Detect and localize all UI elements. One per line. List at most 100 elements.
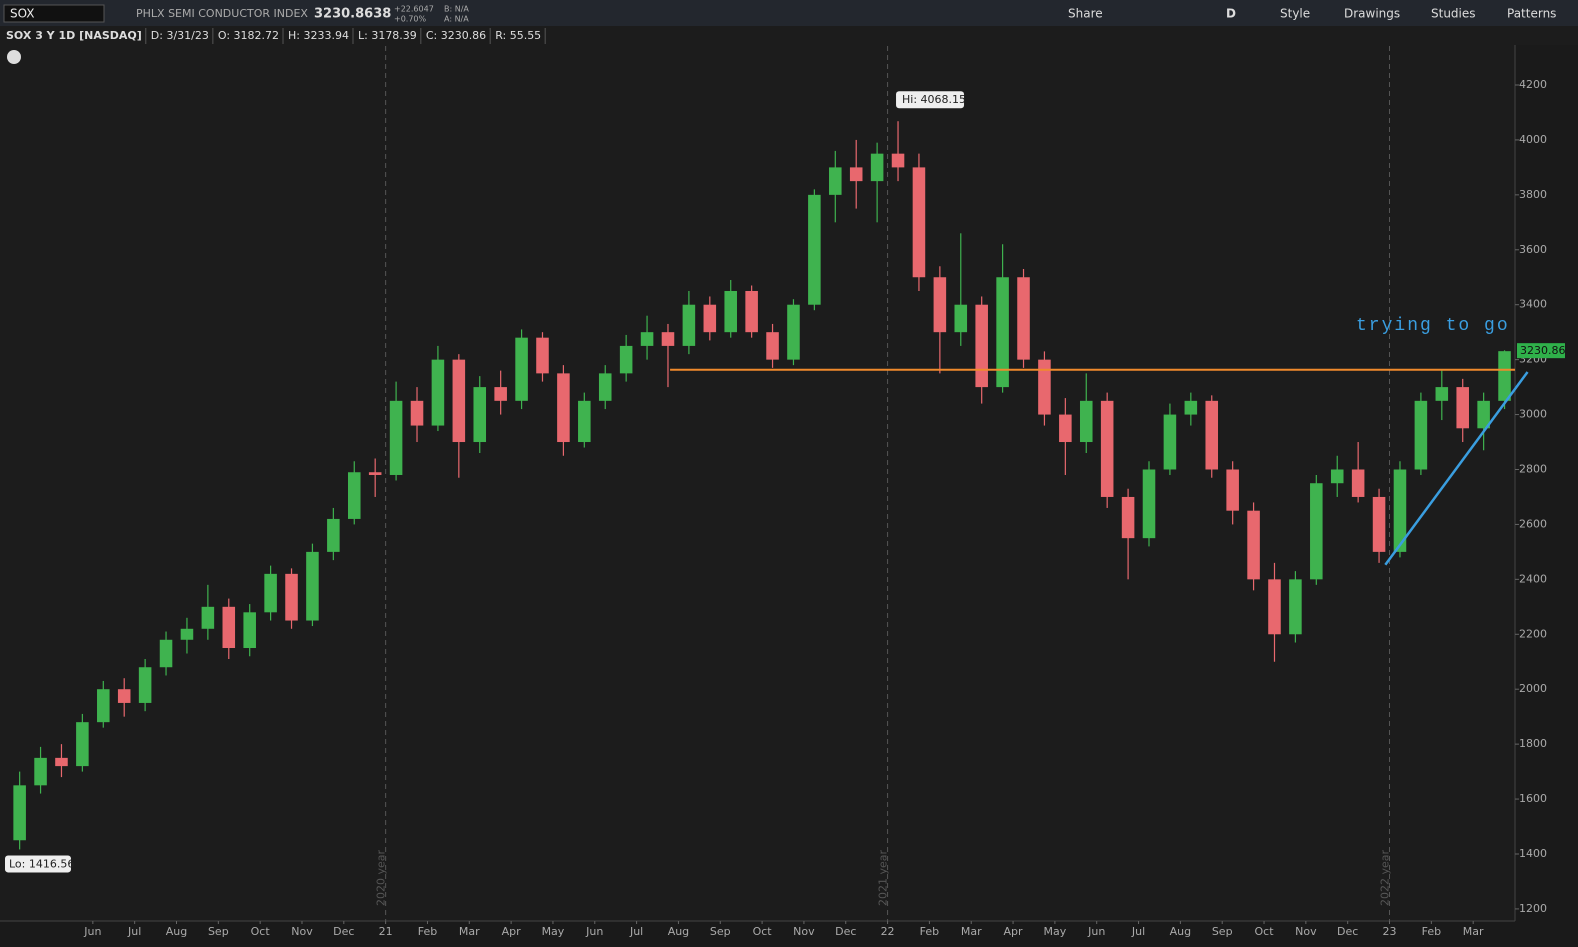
candle-body [745, 290, 758, 333]
candle-body [1330, 469, 1344, 484]
candle-body [452, 359, 466, 443]
change-pct: +0.70% [394, 15, 427, 24]
x-tick-label: Jul [629, 925, 643, 938]
candle-body [1121, 496, 1135, 539]
candle-body [536, 337, 549, 374]
candle-body [13, 785, 26, 841]
candle-body [1100, 400, 1114, 497]
button[interactable]: Drawings [1344, 7, 1400, 21]
candle-body [640, 332, 654, 346]
candle-body [473, 387, 487, 443]
candle-body [1059, 414, 1072, 443]
y-tick-label: 2800 [1519, 462, 1547, 475]
candle-body [243, 612, 256, 649]
x-tick-label: Dec [333, 925, 354, 938]
candle-body [494, 387, 507, 401]
candle-body [891, 153, 905, 168]
candle-body [954, 304, 968, 333]
button[interactable]: Studies [1431, 7, 1476, 21]
y-tick-label: 3000 [1519, 408, 1547, 421]
y-tick-label: 4000 [1519, 133, 1547, 146]
candle-body [1226, 469, 1239, 511]
x-tick-label: Nov [291, 925, 313, 938]
legend-item: R: 55.55 [495, 29, 541, 42]
candle-body [829, 167, 842, 195]
candle-body [515, 337, 528, 401]
candle-body [933, 277, 947, 333]
candle-body [1289, 579, 1302, 635]
x-tick-label: Dec [835, 925, 856, 938]
x-tick-label: Feb [920, 925, 939, 938]
hi-label: Hi: 4068.15 [902, 93, 966, 106]
candle-body [1477, 400, 1490, 429]
trendline [1384, 371, 1529, 566]
symbol-box[interactable] [3, 4, 105, 23]
y-tick-label: 4200 [1519, 78, 1547, 91]
legend-item: D: 3/31/23 [151, 29, 209, 42]
button[interactable]: Patterns [1507, 7, 1556, 21]
price-tag [1517, 343, 1565, 359]
candle-body [285, 573, 298, 621]
x-tick-label: Aug [166, 925, 187, 938]
x-tick-label: Sep [710, 925, 731, 938]
candle-body [619, 345, 633, 374]
candle-body [180, 628, 194, 640]
x-tick-label: Aug [668, 925, 689, 938]
y-tick-label: 2600 [1519, 517, 1547, 530]
candle-body [55, 757, 68, 767]
x-tick-label: Jun [585, 925, 603, 938]
candle-body [724, 290, 737, 333]
candle-body [1079, 400, 1093, 443]
candle-body [557, 373, 570, 443]
x-tick-label: Sep [208, 925, 229, 938]
x-tick-label: Nov [793, 925, 815, 938]
x-tick-label: Dec [1337, 925, 1358, 938]
button[interactable]: D [1226, 7, 1236, 21]
year-label: 2020 year [375, 850, 388, 907]
legend-item: SOX 3 Y 1D [NASDAQ] [6, 29, 142, 42]
candle-body [996, 277, 1009, 388]
x-tick-label: Mar [961, 925, 982, 938]
candle-body [849, 167, 863, 182]
button[interactable]: Share [1068, 7, 1103, 21]
candle-body [808, 194, 821, 305]
x-tick-label: Oct [251, 925, 271, 938]
y-tick-label: 2200 [1519, 627, 1547, 640]
x-tick-label: May [1044, 925, 1067, 938]
candle-body [1268, 579, 1281, 635]
note: trying to go [1356, 316, 1510, 336]
candle-body [1142, 469, 1156, 539]
candle-body [661, 332, 675, 346]
candle-body [1205, 400, 1219, 470]
x-tick-label: Apr [502, 925, 522, 938]
lo-label-box [5, 855, 71, 873]
candle-body [389, 400, 403, 475]
candle-body [1163, 414, 1177, 470]
lo-label: Lo: 1416.56 [9, 857, 74, 870]
button[interactable]: Style [1280, 7, 1310, 21]
x-tick-label: Mar [459, 925, 480, 938]
candle-body [368, 472, 382, 475]
candle-body [347, 472, 361, 519]
candle-body [327, 518, 340, 552]
candle-body [306, 551, 319, 621]
info-icon[interactable] [7, 50, 21, 64]
candle-body [682, 304, 696, 346]
legend-item: H: 3233.94 [288, 29, 349, 42]
candle-body [1351, 469, 1365, 497]
candle-body [138, 667, 152, 703]
candle-body [1498, 351, 1511, 401]
candle-body [598, 373, 612, 401]
legend-item: C: 3230.86 [426, 29, 486, 42]
candle-body [912, 167, 926, 278]
y-tick-label: 1600 [1519, 792, 1547, 805]
x-tick-label: 22 [881, 925, 895, 938]
candle-body [222, 606, 236, 649]
candle-body [1435, 387, 1449, 401]
y-tick-label: 1800 [1519, 737, 1547, 750]
x-tick-label: Feb [1422, 925, 1441, 938]
candle-body [1393, 469, 1407, 552]
candle-body [34, 757, 47, 786]
x-tick-label: Feb [418, 925, 437, 938]
